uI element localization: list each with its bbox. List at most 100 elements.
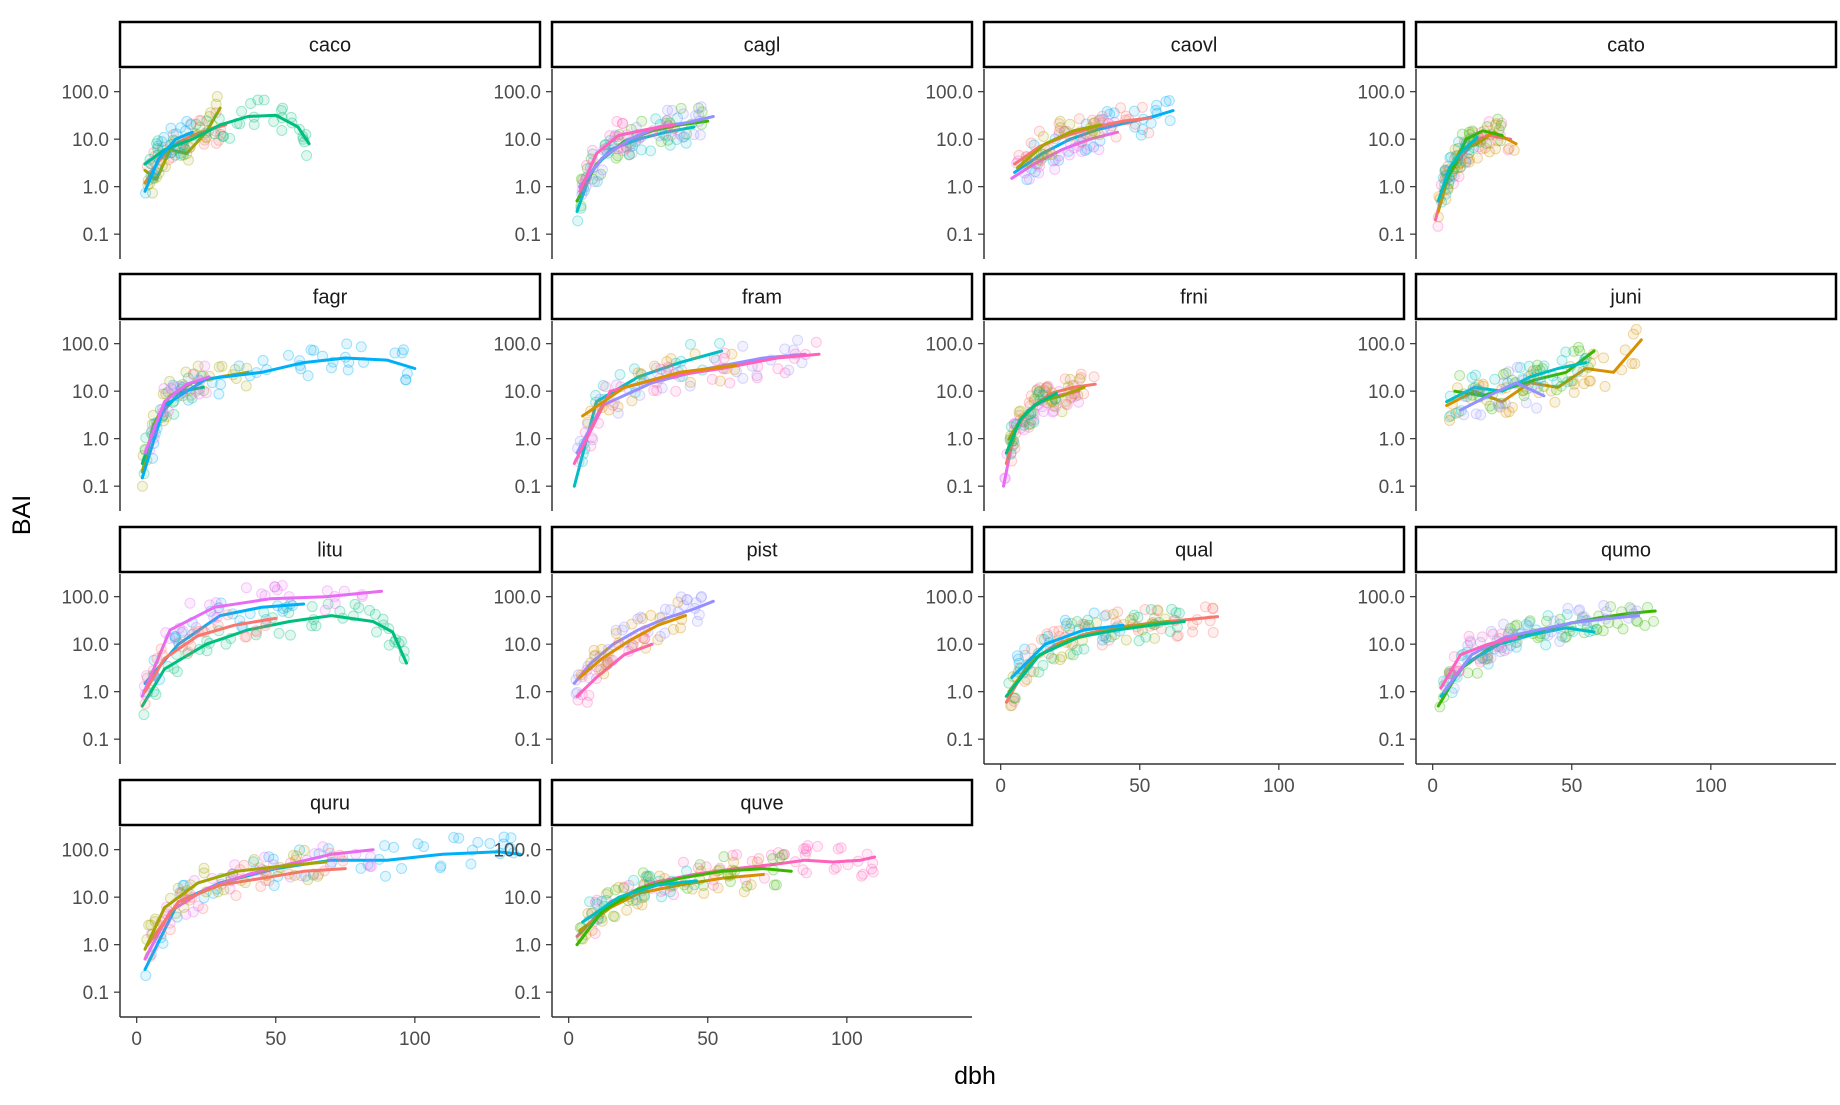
data-point (1542, 610, 1554, 622)
y-tick-label: 10.0 (504, 635, 541, 656)
data-point (1023, 418, 1035, 430)
data-point (1502, 144, 1514, 156)
series-line (1004, 620, 1186, 698)
data-point (1112, 606, 1124, 618)
data-point (620, 142, 632, 154)
facet-panel-caco: caco 0.1 1.0 10.0 100.0 (61, 20, 542, 259)
data-point (1207, 626, 1219, 638)
data-point (199, 360, 211, 372)
data-point (1132, 611, 1144, 623)
data-point (1639, 619, 1651, 631)
series-line (1453, 349, 1596, 398)
y-tick-label: 100.0 (1357, 83, 1405, 104)
y-tick-label: 100.0 (1357, 588, 1405, 609)
data-point (1031, 385, 1043, 397)
data-point (610, 627, 622, 639)
data-point (611, 115, 623, 127)
data-point (656, 382, 668, 394)
data-point (355, 341, 367, 353)
data-point (638, 891, 650, 903)
data-point (1035, 633, 1047, 645)
data-point (1050, 401, 1062, 413)
data-point (586, 144, 598, 156)
facet-panel-fram: fram 0.1 1.0 10.0 100.0 (493, 272, 974, 511)
y-tick-label: 0.1 (947, 730, 973, 751)
series-line (1013, 109, 1175, 174)
data-point (283, 607, 295, 619)
data-point (751, 372, 763, 384)
data-point (156, 136, 168, 148)
data-point (177, 880, 189, 892)
series-line (575, 867, 793, 947)
data-point (796, 357, 808, 369)
data-point (1164, 115, 1176, 127)
data-point (634, 389, 646, 401)
data-point (1207, 602, 1219, 614)
data-point (772, 363, 784, 375)
y-tick-label: 1.0 (947, 683, 973, 704)
data-point (1048, 400, 1060, 412)
data-point (1483, 146, 1495, 158)
data-point (1041, 628, 1053, 640)
data-point (1562, 376, 1574, 388)
x-tick-label: 50 (1129, 776, 1150, 797)
data-point (648, 384, 660, 396)
data-point (1444, 411, 1456, 423)
data-point (1479, 653, 1491, 665)
data-point (612, 150, 624, 162)
data-point (1152, 605, 1164, 617)
data-point (1042, 630, 1054, 642)
data-point (301, 150, 313, 162)
data-point (1171, 630, 1183, 642)
data-point (1128, 609, 1140, 621)
data-point (1071, 616, 1083, 628)
data-point (653, 130, 665, 142)
data-point (369, 608, 381, 620)
data-point (1468, 142, 1480, 154)
data-point (1465, 637, 1477, 649)
y-tick-label: 10.0 (936, 635, 973, 656)
data-point (1487, 628, 1499, 640)
data-point (306, 601, 318, 613)
data-point (1019, 643, 1031, 655)
data-point (192, 360, 204, 372)
facet-strip-label: quru (310, 793, 350, 815)
data-point (1042, 380, 1054, 392)
data-point (1033, 666, 1045, 678)
data-point (637, 867, 649, 879)
series-line (581, 879, 699, 924)
y-tick-label: 10.0 (72, 635, 109, 656)
data-point (302, 370, 314, 382)
data-point (1047, 406, 1059, 418)
data-point (600, 381, 612, 393)
series-line (575, 642, 654, 698)
data-point (256, 588, 268, 600)
data-point (472, 836, 484, 848)
data-point (1432, 211, 1444, 223)
data-point (190, 385, 202, 397)
y-tick-label: 1.0 (515, 683, 541, 704)
data-point (598, 668, 610, 680)
data-point (1048, 653, 1060, 665)
facet-strip-label: pist (746, 540, 778, 562)
data-point (364, 860, 376, 872)
facet-strip (1414, 525, 1838, 574)
data-point (737, 340, 749, 352)
data-point (726, 348, 738, 360)
data-point (1484, 400, 1496, 412)
data-point (1448, 682, 1460, 694)
data-point (623, 149, 635, 161)
data-point (1463, 630, 1475, 642)
data-point (1046, 652, 1058, 664)
y-tick-label: 0.1 (1379, 730, 1405, 751)
data-point (1568, 386, 1580, 398)
data-point (1063, 149, 1075, 161)
data-point (371, 626, 383, 638)
data-point (401, 367, 413, 379)
data-point (146, 187, 158, 199)
data-layer (574, 840, 879, 947)
y-tick-label: 0.1 (1379, 225, 1405, 246)
data-point (1048, 405, 1060, 417)
data-point (1110, 131, 1122, 143)
